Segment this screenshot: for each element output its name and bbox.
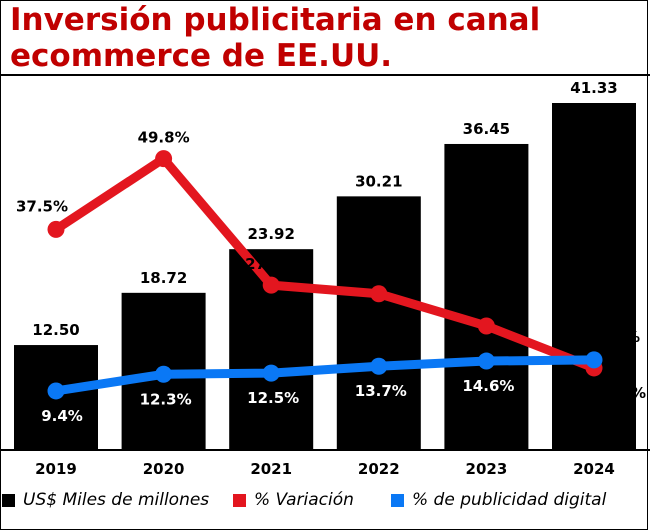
legend-item-bars: US$ Miles de millones [2, 490, 209, 510]
bar-2022 [336, 196, 421, 450]
digital-label-2020: 12.3% [140, 390, 192, 408]
digital-label-2022: 13.7% [355, 382, 407, 400]
variacion-label-2024: 13.4% [594, 384, 646, 402]
x-tick-2022: 2022 [358, 460, 400, 478]
legend-item-digital: % de publicidad digital [391, 490, 606, 510]
lines-layer [47, 150, 603, 400]
digital-label-2024: 14.8% [588, 328, 640, 346]
bar-label-2019: 12.50 [32, 321, 79, 339]
variacion-point-2021 [262, 276, 280, 294]
bar-label-2024: 41.33 [570, 79, 617, 97]
digital-point-2022 [370, 357, 388, 375]
bar-2024 [552, 103, 636, 450]
variacion-point-2022 [370, 285, 388, 303]
variacion-point-2020 [155, 150, 173, 168]
bar-label-2021: 23.92 [247, 225, 294, 243]
bar-label-2020: 18.72 [140, 269, 187, 287]
variacion-point-2019 [47, 220, 65, 238]
chart-plot: 12.50 18.72 23.92 30.21 36.45 41.33 2019 2020 20… [0, 74, 650, 478]
variacion-label-2022: 26.3% [353, 264, 405, 282]
digital-point-2021 [262, 364, 280, 382]
bars-layer [14, 103, 636, 451]
legend: US$ Miles de millones % Variación % de p… [0, 490, 650, 514]
x-tick-2020: 2020 [143, 460, 185, 478]
legend-swatch-bars [2, 493, 15, 507]
x-tick-2024: 2024 [573, 460, 615, 478]
legend-swatch-digital [391, 493, 404, 507]
variacion-label-2020: 49.8% [138, 129, 190, 147]
labels-layer: 12.50 18.72 23.92 30.21 36.45 41.33 2019 2020 20… [16, 79, 646, 478]
x-tick-2021: 2021 [250, 460, 292, 478]
digital-point-2023 [477, 352, 495, 370]
legend-swatch-variacion [233, 493, 246, 507]
digital-label-2021: 12.5% [247, 389, 299, 407]
variacion-point-2023 [477, 317, 495, 335]
x-tick-2023: 2023 [466, 460, 508, 478]
chart-title: Inversión publicitaria en canal ecommerc… [10, 2, 541, 74]
legend-item-variacion: % Variación [233, 490, 354, 510]
digital-point-2024 [585, 351, 603, 369]
bar-label-2023: 36.45 [463, 120, 510, 138]
legend-label-variacion: % Variación [254, 490, 354, 510]
x-tick-2019: 2019 [35, 460, 77, 478]
digital-line [51, 355, 599, 396]
digital-point-2020 [155, 365, 173, 383]
variacion-line [51, 154, 599, 373]
legend-label-digital: % de publicidad digital [412, 490, 607, 510]
digital-point-2019 [47, 382, 65, 400]
legend-label-bars: US$ Miles de millones [23, 490, 210, 510]
variacion-label-2023: 20.7% [460, 296, 512, 314]
variacion-label-2019: 37.5% [16, 197, 68, 215]
bar-2023 [444, 143, 529, 451]
variacion-label-2021: 27.8% [245, 255, 297, 273]
bar-label-2022: 30.21 [355, 172, 402, 190]
digital-label-2023: 14.6% [462, 377, 514, 395]
digital-label-2019: 9.4% [41, 407, 83, 425]
